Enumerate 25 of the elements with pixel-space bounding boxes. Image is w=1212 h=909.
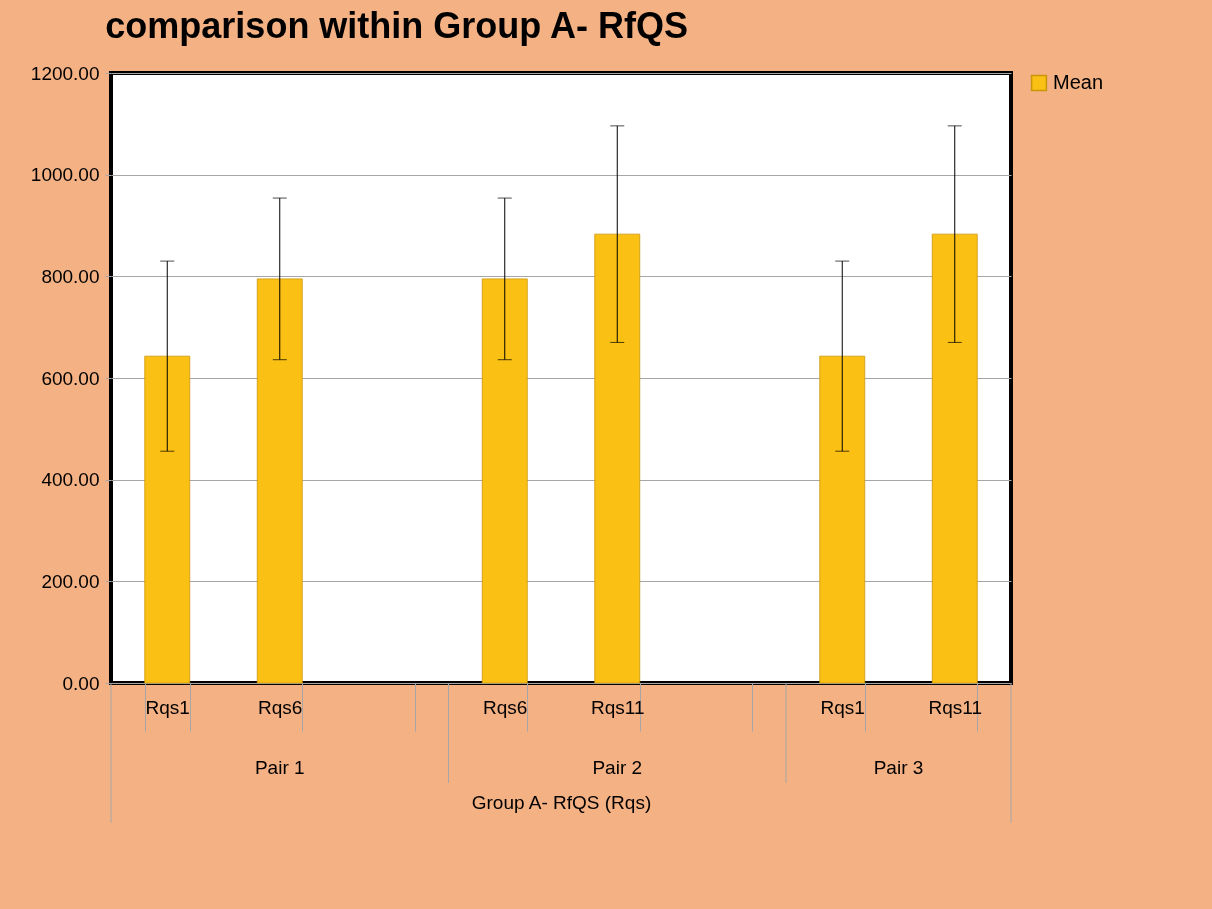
- text: Pair 3: [873, 757, 924, 778]
- x-tick-label: Rqs6: [483, 696, 528, 718]
- x-tick-label: Rqs1: [145, 696, 190, 718]
- x-tick-label: Rqs6: [258, 696, 303, 718]
- bar: [931, 233, 978, 684]
- text: Pair 2: [592, 757, 643, 778]
- bar: [481, 278, 528, 684]
- y-tick-label: 400.00: [41, 469, 100, 491]
- y-tick-label: 1200.00: [30, 62, 100, 84]
- text: Pair 1: [254, 757, 305, 778]
- x-tick-label: Rqs1: [820, 696, 865, 718]
- y-tick-label: 200.00: [41, 570, 100, 592]
- x-axis-title: Group A- RfQS (Rqs): [471, 792, 652, 813]
- y-tick-label: 600.00: [41, 367, 100, 389]
- legend-label: Mean: [1053, 71, 1104, 93]
- chart-title: comparison within Group A- RfQS: [105, 5, 688, 46]
- bar: [594, 233, 641, 684]
- x-tick-label: Rqs11: [590, 696, 645, 718]
- y-tick-label: 800.00: [41, 265, 100, 287]
- bar: [144, 355, 191, 684]
- bar: [256, 278, 303, 684]
- x-tick-label: Rqs11: [928, 696, 983, 718]
- y-tick-label: 1000.00: [30, 164, 100, 186]
- bar: [819, 355, 866, 684]
- y-tick-label: 0.00: [62, 672, 100, 694]
